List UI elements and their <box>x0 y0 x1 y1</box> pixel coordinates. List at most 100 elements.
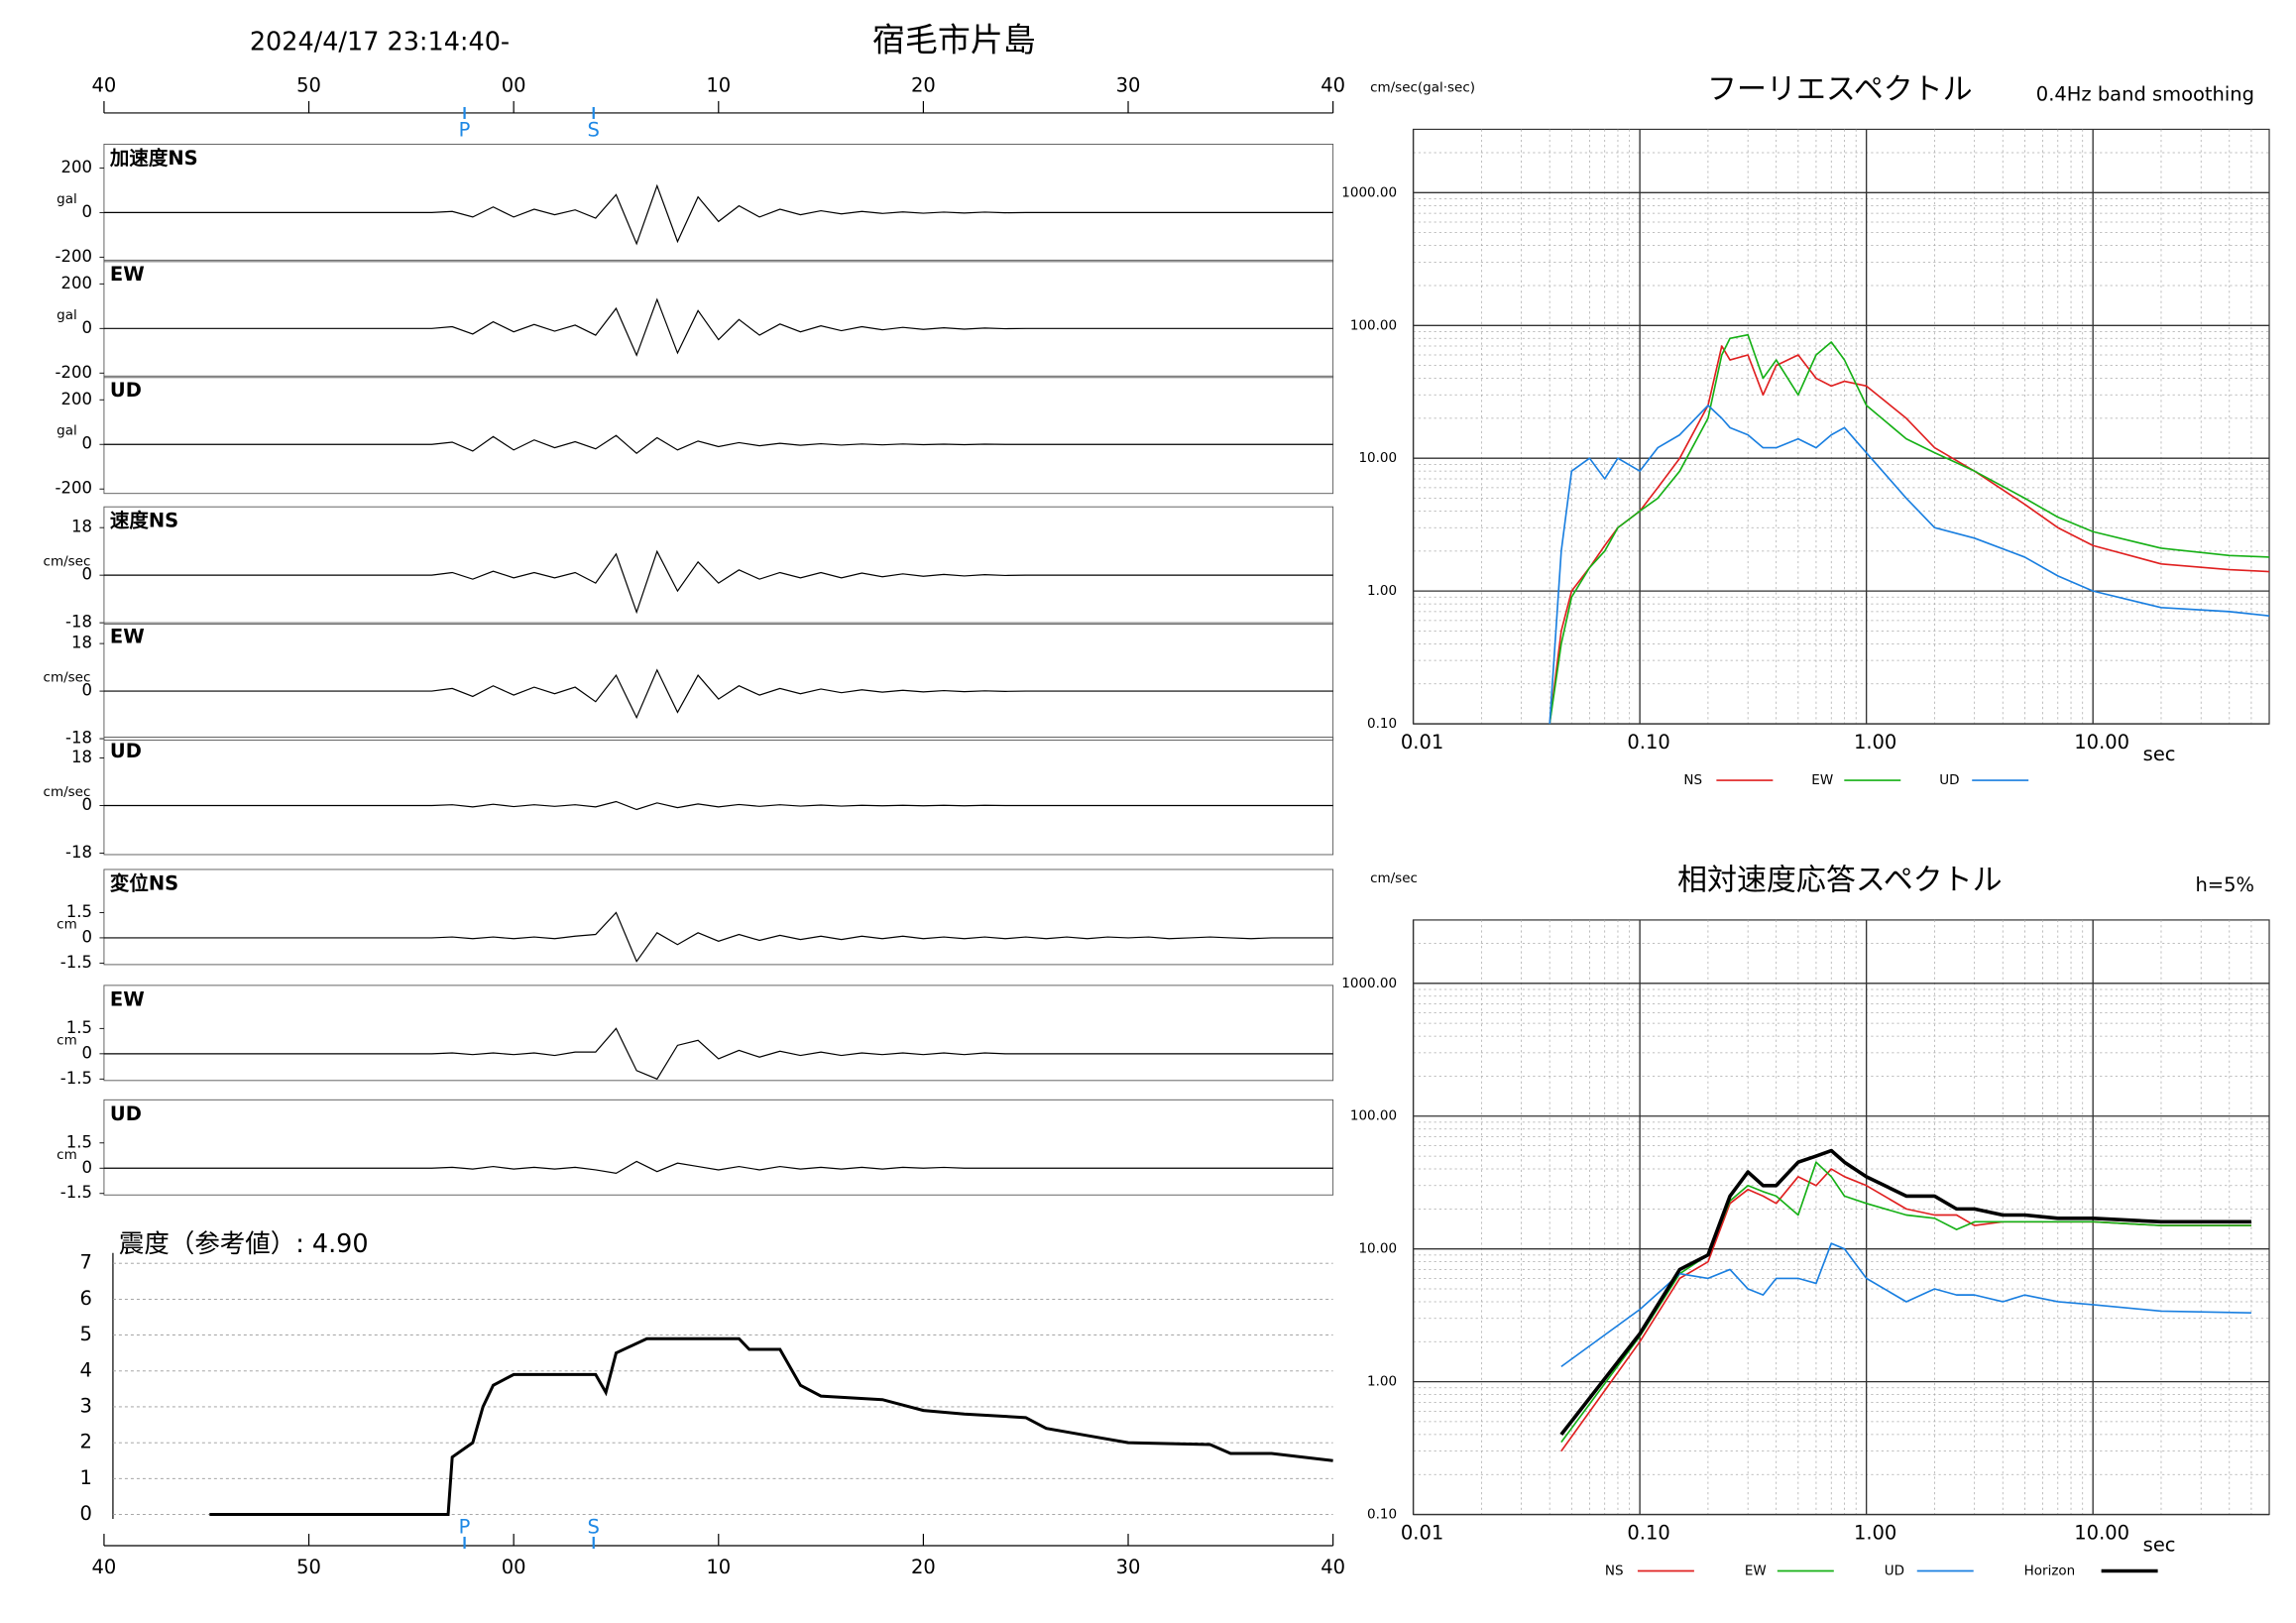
y-tick-label: 200 <box>61 158 92 176</box>
y-tick-label: 1.5 <box>66 1132 92 1151</box>
y-tick-label: -1.5 <box>60 1183 92 1202</box>
unit-label: gal <box>57 423 77 439</box>
x-tick-label: 40 <box>92 1556 117 1578</box>
y-tick-label: -18 <box>65 729 92 748</box>
y-tick-label: 1.00 <box>1367 1374 1397 1390</box>
y-tick-label: 0 <box>81 1158 91 1177</box>
y-tick-label: 1.00 <box>1367 583 1397 599</box>
x-tick-label: 50 <box>296 1556 321 1578</box>
x-tick-label: 40 <box>1320 1556 1345 1578</box>
y-tick-label: 100.00 <box>1350 317 1397 333</box>
record-datetime: 2024/4/17 23:14:40- <box>250 28 510 58</box>
y-tick-label: 10.00 <box>1358 1241 1397 1257</box>
x-tick-label: 10.00 <box>2074 731 2129 754</box>
y-tick-label: 0 <box>81 927 91 946</box>
y-tick-label: 18 <box>71 518 92 536</box>
y-tick-label: 6 <box>80 1287 92 1310</box>
legend-label: NS <box>1605 1564 1624 1579</box>
y-tick-label: 0 <box>81 565 91 584</box>
y-tick-label: 7 <box>80 1251 92 1274</box>
legend-label: EW <box>1745 1564 1767 1579</box>
legend-label: NS <box>1683 772 1702 788</box>
spectrum-line <box>1549 345 2270 725</box>
chart-title: 相対速度応答スペクトル <box>1677 863 2003 897</box>
x-tick-label: 50 <box>296 73 321 96</box>
y-tick-label: 100.00 <box>1350 1108 1397 1124</box>
y-tick-label: -200 <box>56 247 92 266</box>
y-tick-label: 2 <box>80 1431 92 1453</box>
panel-frame <box>103 737 1334 856</box>
y-tick-label: 0 <box>81 681 91 700</box>
spectrum-line <box>1549 333 2270 725</box>
phase-label: S <box>588 118 600 141</box>
chart-title: 震度（参考値）: 4.90 <box>119 1229 369 1259</box>
unit-label: cm <box>57 1032 77 1048</box>
waveform-trace <box>103 911 1333 963</box>
x-tick-label: 40 <box>1320 73 1345 96</box>
legend-label: Horizon <box>2024 1564 2076 1579</box>
y-tick-label: 0 <box>81 1043 91 1062</box>
unit-label: cm <box>57 1147 77 1163</box>
intensity-line <box>209 1336 1333 1517</box>
plot-frame <box>1412 128 2270 725</box>
panel-frame <box>103 375 1334 495</box>
x-tick-label: 1.00 <box>1854 731 1896 754</box>
panel-frame <box>103 1099 1334 1196</box>
y-tick-label: 18 <box>71 634 92 652</box>
waveform-trace <box>103 668 1333 720</box>
panel-frame <box>103 506 1334 626</box>
unit-label: cm <box>57 916 77 932</box>
unit-label: cm/sec <box>44 784 91 800</box>
waveform-trace <box>103 1027 1333 1081</box>
chart-title: フーリエスペクトル <box>1707 72 1973 107</box>
y-tick-label: 10.00 <box>1358 450 1397 466</box>
y-tick-label: -1.5 <box>60 1069 92 1088</box>
phase-label: S <box>588 1516 600 1539</box>
panel-label: 速度NS <box>110 510 178 532</box>
legend-label: UD <box>1939 772 1959 788</box>
y-axis-label: cm/sec(gal·sec) <box>1370 79 1475 95</box>
y-tick-label: 0 <box>81 795 91 814</box>
y-tick-label: 1 <box>80 1466 92 1489</box>
panel-frame <box>103 985 1334 1082</box>
legend-label: EW <box>1811 772 1833 788</box>
y-tick-label: -1.5 <box>60 953 92 972</box>
legend-label: UD <box>1885 1564 1904 1579</box>
y-tick-label: 1.5 <box>66 902 92 921</box>
panel-label: EW <box>110 987 145 1010</box>
x-tick-label: 00 <box>502 73 526 96</box>
x-tick-label: 00 <box>502 1556 526 1578</box>
y-tick-label: 18 <box>71 748 92 766</box>
panel-frame <box>103 259 1334 379</box>
x-axis-label: sec <box>2143 743 2176 765</box>
y-tick-label: 1000.00 <box>1341 976 1397 991</box>
panel-label: EW <box>110 263 145 286</box>
spectrum-line <box>1560 1242 2251 1368</box>
x-tick-label: 40 <box>92 73 117 96</box>
waveform-trace <box>103 1160 1333 1174</box>
y-tick-label: -200 <box>56 479 92 498</box>
unit-label: gal <box>57 191 77 207</box>
waveform-trace <box>103 549 1333 615</box>
panel-frame <box>103 622 1334 741</box>
y-tick-label: -200 <box>56 363 92 382</box>
station-name: 宿毛市片島 <box>872 21 1036 59</box>
phase-label: P <box>459 1516 471 1539</box>
y-axis-label: cm/sec <box>1370 870 1418 886</box>
unit-label: gal <box>57 307 77 323</box>
y-tick-label: 1000.00 <box>1341 184 1397 200</box>
spectrum-line <box>1559 1148 2251 1437</box>
spectrum-line <box>1549 405 2270 725</box>
x-tick-label: 0.01 <box>1401 1522 1443 1545</box>
panel-label: 変位NS <box>110 871 178 894</box>
phase-label: P <box>459 118 471 141</box>
waveform-trace <box>103 434 1333 455</box>
y-tick-label: 200 <box>61 274 92 292</box>
y-tick-label: 0 <box>81 434 91 453</box>
waveform-trace <box>103 183 1333 246</box>
y-tick-label: -18 <box>65 843 92 862</box>
unit-label: cm/sec <box>44 554 91 570</box>
y-tick-label: 0.10 <box>1367 716 1397 732</box>
panel-label: UD <box>110 740 142 762</box>
